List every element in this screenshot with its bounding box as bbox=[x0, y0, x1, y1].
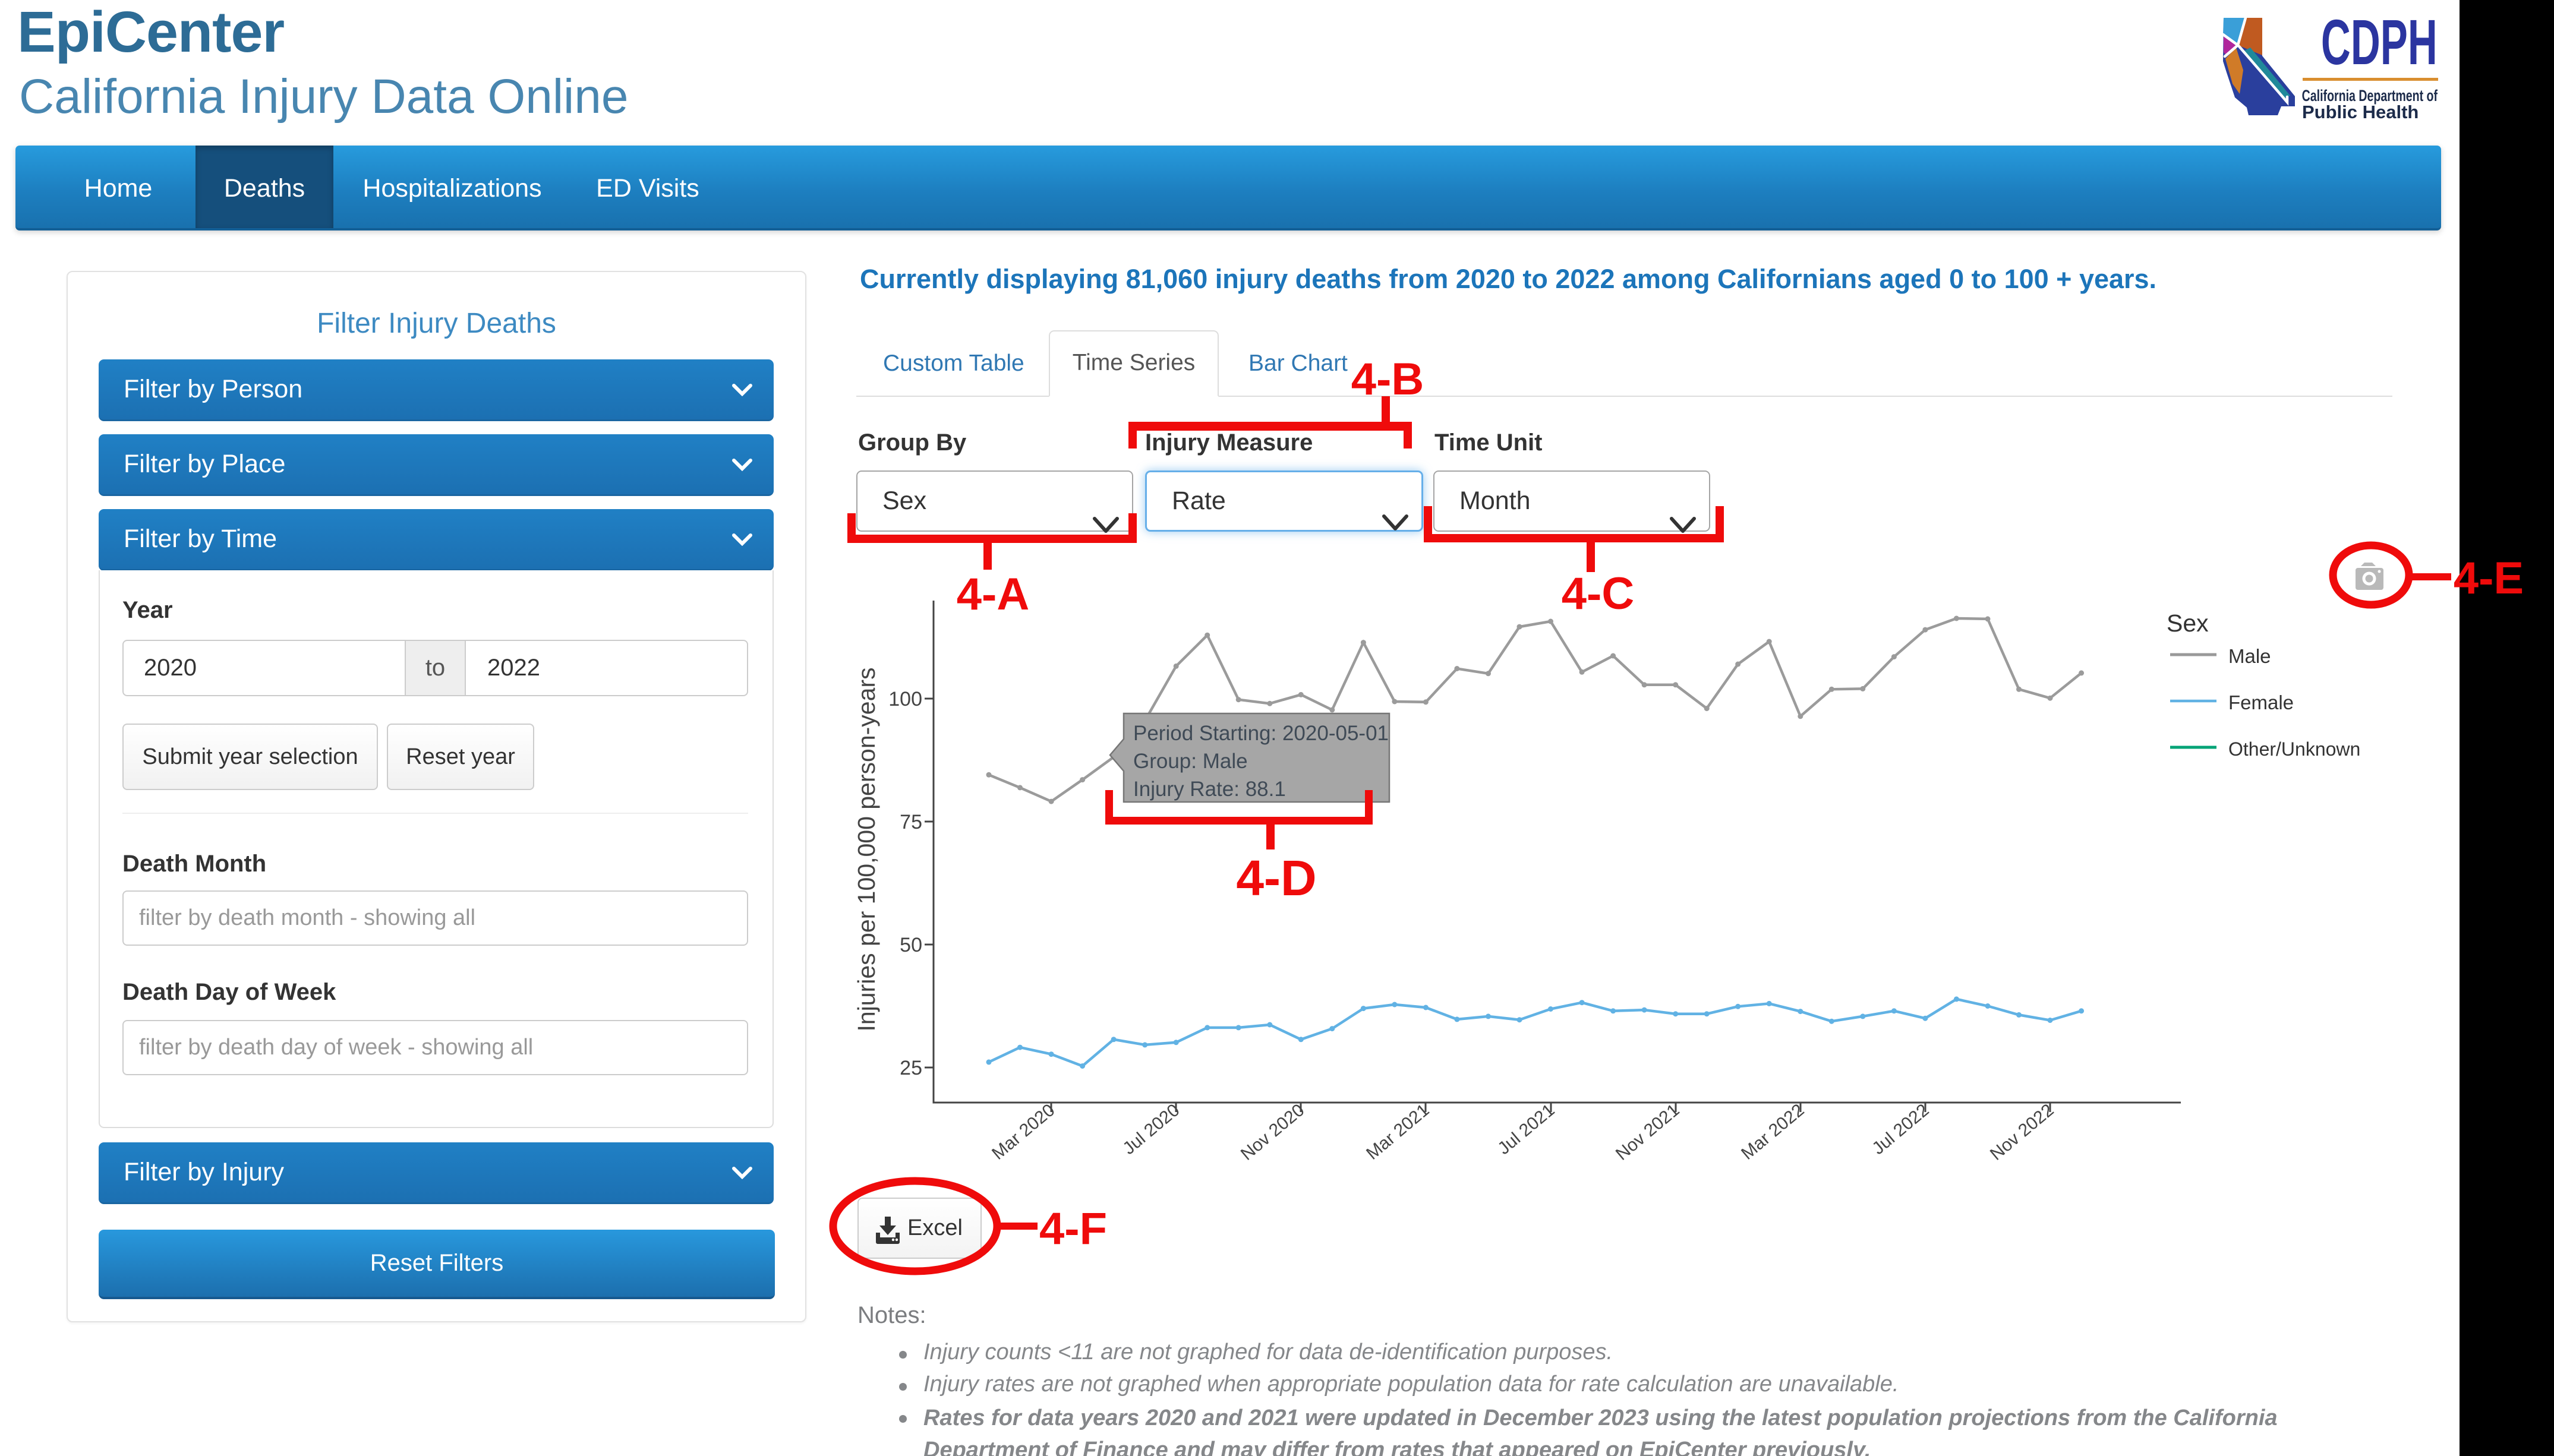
svg-text:Injuries per 100,000 person-ye: Injuries per 100,000 person-years bbox=[853, 667, 880, 1031]
svg-text:CDPH: CDPH bbox=[2321, 7, 2438, 78]
svg-text:4-B: 4-B bbox=[1351, 354, 1424, 405]
svg-text:4-C: 4-C bbox=[1562, 568, 1634, 619]
svg-text:50: 50 bbox=[900, 934, 922, 956]
svg-text:25: 25 bbox=[900, 1057, 922, 1079]
svg-text:Mar 2022: Mar 2022 bbox=[1738, 1100, 1808, 1164]
svg-text:Nov 2020: Nov 2020 bbox=[1237, 1100, 1308, 1164]
svg-text:Group: Male: Group: Male bbox=[1133, 750, 1248, 773]
svg-text:Period Starting: 2020-05-01: Period Starting: 2020-05-01 bbox=[1133, 722, 1389, 745]
svg-text:Male: Male bbox=[2228, 645, 2271, 667]
svg-text:Jul 2021: Jul 2021 bbox=[1494, 1100, 1558, 1158]
svg-text:Mar 2021: Mar 2021 bbox=[1363, 1100, 1433, 1164]
svg-text:Nov 2022: Nov 2022 bbox=[1987, 1100, 2058, 1164]
svg-text:California Department of: California Department of bbox=[2302, 87, 2438, 105]
svg-text:Sex: Sex bbox=[2167, 609, 2209, 637]
svg-text:4-D: 4-D bbox=[1236, 850, 1316, 906]
svg-text:Female: Female bbox=[2228, 691, 2294, 713]
svg-text:Injury Rate: 88.1: Injury Rate: 88.1 bbox=[1133, 778, 1286, 801]
svg-text:Nov 2021: Nov 2021 bbox=[1612, 1100, 1683, 1164]
svg-text:Jul 2022: Jul 2022 bbox=[1868, 1100, 1932, 1158]
svg-text:Other/Unknown: Other/Unknown bbox=[2228, 738, 2360, 760]
svg-text:4-A: 4-A bbox=[957, 569, 1029, 620]
svg-text:Public Health: Public Health bbox=[2302, 102, 2419, 122]
svg-text:75: 75 bbox=[900, 811, 922, 833]
svg-text:Mar 2020: Mar 2020 bbox=[988, 1100, 1058, 1164]
svg-text:4-F: 4-F bbox=[1039, 1204, 1107, 1254]
svg-text:Jul 2020: Jul 2020 bbox=[1119, 1100, 1183, 1158]
svg-text:100: 100 bbox=[888, 688, 922, 710]
